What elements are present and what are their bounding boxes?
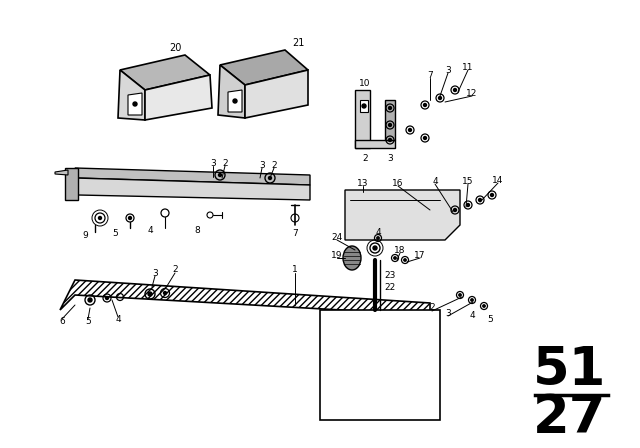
Text: 20: 20 <box>169 43 181 53</box>
Circle shape <box>467 203 470 207</box>
Circle shape <box>424 103 426 107</box>
Polygon shape <box>75 168 310 185</box>
Text: 8: 8 <box>194 225 200 234</box>
Polygon shape <box>55 170 68 175</box>
Text: 7: 7 <box>427 70 433 79</box>
Text: 11: 11 <box>462 63 474 72</box>
Circle shape <box>88 298 92 302</box>
Circle shape <box>218 173 221 177</box>
Polygon shape <box>65 168 78 200</box>
Circle shape <box>133 102 137 106</box>
Polygon shape <box>345 190 460 240</box>
Circle shape <box>377 237 379 239</box>
Circle shape <box>490 194 493 197</box>
Circle shape <box>388 138 392 142</box>
Polygon shape <box>385 100 395 140</box>
Polygon shape <box>355 140 395 148</box>
Circle shape <box>388 124 392 126</box>
Text: 17: 17 <box>414 250 426 259</box>
Polygon shape <box>118 70 145 120</box>
Text: 5: 5 <box>487 315 493 324</box>
Text: 4: 4 <box>115 315 121 324</box>
Text: 1: 1 <box>292 266 298 275</box>
Polygon shape <box>355 90 370 148</box>
Polygon shape <box>320 310 440 420</box>
Polygon shape <box>360 100 368 112</box>
Text: 12: 12 <box>467 89 477 98</box>
Circle shape <box>408 129 412 132</box>
Text: 3: 3 <box>259 160 265 169</box>
Text: 13: 13 <box>357 178 369 188</box>
Circle shape <box>106 297 109 300</box>
Text: 27: 27 <box>533 392 607 444</box>
Text: 10: 10 <box>359 78 371 87</box>
Circle shape <box>479 198 481 202</box>
Text: 51: 51 <box>533 344 607 396</box>
Polygon shape <box>245 70 308 118</box>
Polygon shape <box>120 55 210 90</box>
Circle shape <box>362 104 366 108</box>
Text: 4: 4 <box>432 177 438 185</box>
Text: 2: 2 <box>271 160 277 169</box>
Text: 19: 19 <box>332 250 343 259</box>
Text: 16: 16 <box>392 178 404 188</box>
Circle shape <box>388 107 392 109</box>
Circle shape <box>269 177 271 180</box>
Text: 5: 5 <box>85 318 91 327</box>
Polygon shape <box>220 50 308 85</box>
Circle shape <box>454 208 456 211</box>
Circle shape <box>233 99 237 103</box>
Ellipse shape <box>343 246 361 270</box>
Text: 4: 4 <box>469 310 475 319</box>
Circle shape <box>148 292 152 296</box>
Text: 9: 9 <box>82 231 88 240</box>
Text: 14: 14 <box>492 176 504 185</box>
Circle shape <box>404 259 406 261</box>
Text: 22: 22 <box>385 284 396 293</box>
Text: 4: 4 <box>375 228 381 237</box>
Circle shape <box>373 246 377 250</box>
Circle shape <box>129 216 131 220</box>
Text: 5: 5 <box>112 228 118 237</box>
Circle shape <box>459 294 461 296</box>
Polygon shape <box>145 75 212 120</box>
Circle shape <box>163 292 166 294</box>
Text: 7: 7 <box>292 228 298 237</box>
Text: 3: 3 <box>210 159 216 168</box>
Text: 2: 2 <box>222 159 228 168</box>
Polygon shape <box>128 93 142 115</box>
Text: 2: 2 <box>429 303 435 313</box>
Polygon shape <box>60 280 430 315</box>
Text: 3: 3 <box>445 309 451 318</box>
Circle shape <box>454 89 456 91</box>
Polygon shape <box>228 90 242 112</box>
Polygon shape <box>75 178 310 200</box>
Text: 2: 2 <box>362 154 368 163</box>
Text: 21: 21 <box>292 38 304 48</box>
Circle shape <box>424 137 426 139</box>
Text: 3: 3 <box>445 65 451 74</box>
Text: 6: 6 <box>59 318 65 327</box>
Polygon shape <box>218 65 245 118</box>
Circle shape <box>99 216 102 220</box>
Text: 15: 15 <box>462 177 474 185</box>
Circle shape <box>471 299 473 301</box>
Text: 3: 3 <box>387 154 393 163</box>
Text: 3: 3 <box>152 268 158 277</box>
Text: 24: 24 <box>332 233 342 241</box>
Circle shape <box>394 257 396 259</box>
Circle shape <box>483 305 485 307</box>
Text: 2: 2 <box>172 266 178 275</box>
Text: 23: 23 <box>384 271 396 280</box>
Text: 18: 18 <box>394 246 406 254</box>
Circle shape <box>438 96 442 99</box>
Text: 4: 4 <box>147 225 153 234</box>
